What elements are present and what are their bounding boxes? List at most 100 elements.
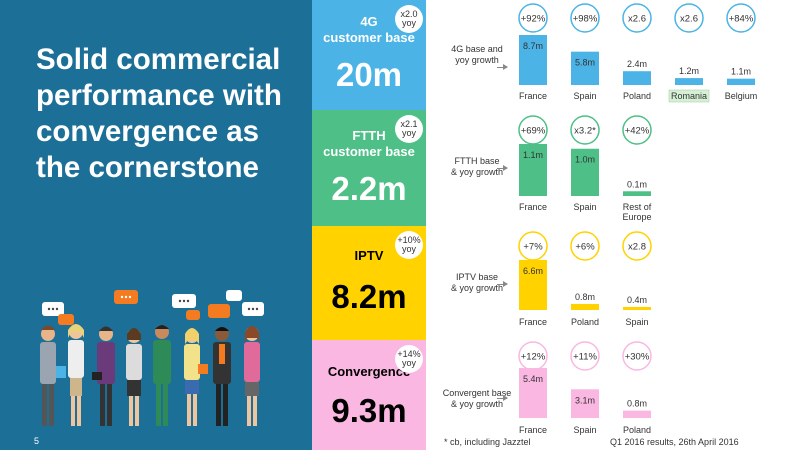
value-label: 5.4m [523, 374, 543, 384]
value-label: 1.1m [731, 67, 751, 77]
category-label: Belgium [725, 91, 758, 101]
bar [519, 260, 547, 310]
badge-unit: yoy [401, 244, 416, 254]
growth-label: +30% [625, 352, 650, 363]
title-panel: Solid commercial performance with conver… [0, 0, 312, 450]
growth-label: x2.8 [628, 242, 646, 253]
row-label-4g: 4G base and yoy growth [451, 44, 503, 65]
headline-line: performance with [36, 79, 282, 112]
metric-label: 4G customer base [323, 14, 415, 45]
badge-value: x2.0 [400, 9, 418, 19]
category-label: Romania [671, 91, 707, 101]
value-label: 6.6m [523, 266, 543, 276]
metric-value: 20m [335, 56, 403, 93]
growth-label: +42% [625, 126, 650, 137]
category-label: Spain [625, 317, 648, 327]
growth-label: x2.6 [680, 14, 698, 25]
metric-label: FTTH customer base [323, 128, 415, 159]
growth-label: +7% [523, 242, 543, 253]
category-label: France [519, 91, 547, 101]
headline-line: the cornerstone [36, 151, 259, 184]
metric-4g: 4G customer base 20m x2.0 yoy [312, 0, 426, 110]
arrow-icon [497, 64, 508, 70]
growth-circle [726, 3, 756, 33]
category-highlight [668, 89, 710, 103]
row-label-convergence: Convergent base & yoy growth [442, 388, 512, 409]
badge-unit: yoy [401, 18, 416, 28]
metric-label: Convergence [327, 364, 411, 379]
category-label: Spain [573, 91, 596, 101]
growth-label: +12% [521, 352, 546, 363]
badge-value: x2.1 [400, 119, 418, 129]
growth-label: x3.2* [574, 126, 596, 137]
bar [623, 191, 651, 196]
growth-circle [622, 3, 652, 33]
value-label: 0.1m [627, 179, 647, 189]
bar [571, 51, 599, 85]
value-label: 1.1m [523, 150, 543, 160]
growth-badge: x2.1 yoy [395, 115, 423, 143]
growth-badge: +10% yoy [395, 231, 423, 259]
value-label: 1.2m [679, 66, 699, 76]
category-label: France [519, 317, 547, 327]
row-label-iptv: IPTV base & yoy growth [450, 272, 504, 293]
growth-badge: x2.0 yoy [395, 5, 423, 33]
footnote: * cb, including Jazztel [444, 437, 531, 447]
growth-circle [518, 3, 548, 33]
category-label: Poland [623, 425, 651, 435]
category-label: Rest of [623, 202, 652, 212]
metric-label: IPTV [354, 248, 384, 263]
value-label: 2.4m [627, 59, 647, 69]
growth-circle [622, 231, 652, 261]
growth-circle [622, 341, 652, 371]
headline-line: Solid commercial [36, 43, 281, 76]
row-label-ftth: FTTH base & yoy growth [450, 156, 504, 177]
footer-date: Q1 2016 results, 26th April 2016 [610, 437, 739, 447]
growth-label: +98% [573, 14, 598, 25]
category-label: Poland [571, 317, 599, 327]
metric-value: 2.2m [331, 170, 407, 207]
value-label: 0.8m [627, 399, 647, 409]
badge-value: +14% [397, 349, 421, 359]
bar [519, 144, 547, 196]
growth-circle [570, 3, 600, 33]
bar [571, 303, 599, 310]
growth-circle [570, 115, 600, 145]
metric-iptv: IPTV 8.2m +10% yoy [312, 226, 426, 340]
growth-label: +92% [521, 14, 546, 25]
growth-label: +69% [521, 126, 546, 137]
people-figures [40, 324, 260, 426]
arrow-icon [497, 395, 508, 401]
growth-label: +6% [575, 242, 595, 253]
badge-unit: yoy [401, 128, 416, 138]
category-label: Spain [573, 425, 596, 435]
metric-convergence: Convergence 9.3m +14% yoy [312, 340, 426, 450]
headline-line: convergence as [36, 115, 260, 148]
bar [623, 306, 651, 310]
growth-label: x2.6 [628, 14, 646, 25]
value-label: 0.8m [575, 292, 595, 302]
metric-value: 9.3m [331, 392, 407, 429]
page-number: 5 [34, 436, 40, 446]
bar [519, 35, 547, 85]
bar [571, 148, 599, 196]
arrow-icon [497, 165, 508, 171]
value-label: 5.8m [575, 58, 595, 68]
bar [519, 368, 547, 418]
value-label: 0.4m [627, 295, 647, 305]
bar [675, 78, 703, 85]
growth-label: +11% [573, 352, 597, 363]
category-label: France [519, 425, 547, 435]
category-label: Europe [622, 212, 651, 222]
bar [571, 389, 599, 418]
bar [623, 71, 651, 85]
arrow-icon [497, 281, 508, 287]
metric-value: 8.2m [331, 278, 407, 315]
growth-label: +84% [729, 14, 754, 25]
growth-circle [674, 3, 704, 33]
value-label: 8.7m [523, 41, 543, 51]
headline: Solid commercial performance with conver… [36, 42, 306, 186]
growth-badge: +14% yoy [395, 345, 423, 373]
category-label: Spain [573, 202, 596, 212]
